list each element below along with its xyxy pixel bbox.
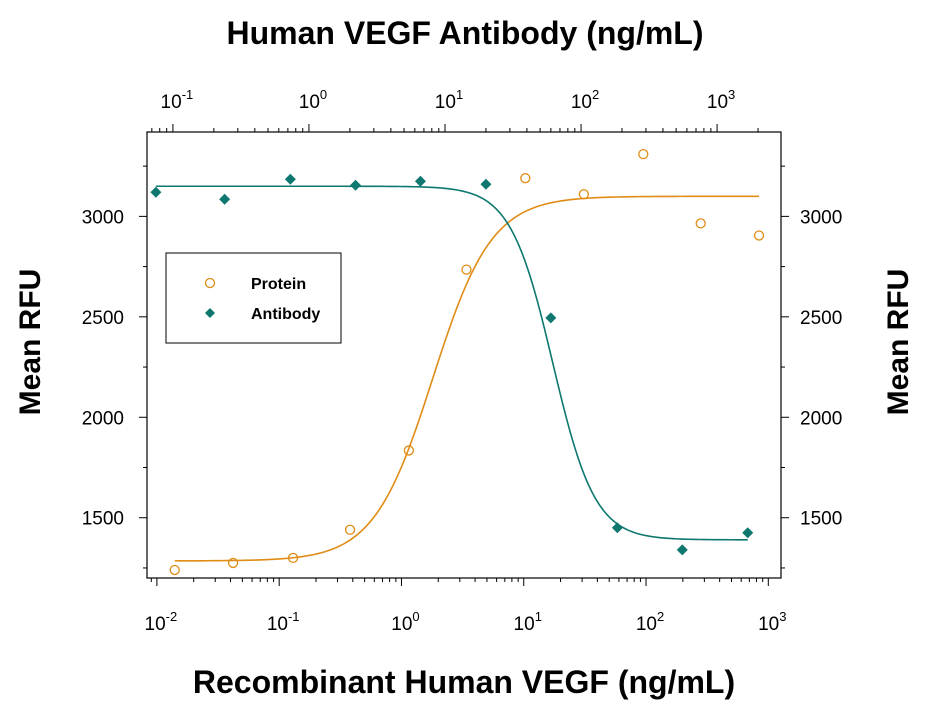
chart-title: Human VEGF Antibody (ng/mL): [227, 15, 704, 51]
protein-data-point: [520, 173, 531, 184]
antibody-data-point: [480, 178, 492, 190]
y-tick-label-left: 2000: [82, 408, 124, 429]
protein-data-point: [227, 557, 239, 569]
y-axis-label-left: Mean RFU: [14, 269, 47, 416]
y-tick-label-left: 3000: [82, 207, 124, 228]
x-top-tick-label: 10-1: [161, 87, 194, 113]
legend-protein-marker: [204, 277, 216, 289]
right-axis-tick-labels: 1500 2000 2500 3000: [800, 207, 842, 529]
x-bottom-tick-label: 10-2: [145, 609, 178, 635]
y-tick-label-right: 1500: [800, 509, 842, 530]
legend: Protein Antibody: [165, 252, 342, 344]
protein-data-point: [753, 230, 765, 241]
bottom-axis-tick-labels: 10-2 10-1 100 101 102 103: [145, 609, 787, 635]
antibody-data-point: [284, 173, 296, 185]
antibody-data-point: [350, 179, 362, 191]
protein-data-point: [403, 445, 415, 456]
antibody-data-point: [676, 544, 688, 556]
legend-protein-label: Protein: [251, 276, 306, 293]
protein-fit-curve: [174, 195, 760, 562]
x-top-tick-label: 101: [435, 87, 463, 113]
y-tick-label-right: 3000: [800, 207, 842, 228]
protein-data-point: [287, 552, 299, 564]
legend-antibody-label: Antibody: [251, 306, 320, 323]
protein-data-point: [461, 264, 472, 275]
x-bottom-tick-label: 10-1: [267, 609, 300, 635]
axis-ticks: [139, 124, 789, 586]
y-tick-label-left: 1500: [82, 509, 124, 530]
protein-data-point: [344, 524, 356, 535]
protein-data-point: [695, 218, 706, 229]
fit-curves: [155, 185, 760, 562]
x-top-tick-label: 103: [707, 87, 735, 113]
x-bottom-tick-label: 101: [514, 609, 542, 635]
antibody-fit-curve: [155, 185, 748, 541]
plot-frame: [146, 131, 782, 579]
legend-antibody-marker: [205, 308, 215, 318]
antibody-data-point: [414, 175, 426, 187]
y-tick-label-right: 2000: [800, 408, 842, 429]
x-top-tick-label: 102: [571, 87, 599, 113]
antibody-data-point: [742, 527, 754, 539]
antibody-data-point: [545, 312, 557, 324]
protein-data-point: [578, 189, 589, 200]
antibody-data-point: [611, 522, 623, 534]
y-tick-label-left: 2500: [82, 308, 124, 329]
y-tick-label-right: 2500: [800, 308, 842, 329]
top-axis-tick-labels: 10-1 100 101 102 103: [161, 87, 736, 113]
protein-data-point: [169, 564, 180, 576]
y-axis-label-right: Mean RFU: [882, 269, 915, 416]
x-axis-label: Recombinant Human VEGF (ng/mL): [193, 664, 735, 700]
x-bottom-tick-label: 102: [636, 609, 664, 635]
left-axis-tick-labels: 1500 2000 2500 3000: [82, 207, 124, 529]
antibody-data-point: [219, 193, 231, 205]
protein-data-point: [638, 148, 649, 160]
x-bottom-tick-label: 103: [758, 609, 786, 635]
x-top-tick-label: 100: [299, 87, 327, 113]
x-bottom-tick-label: 100: [391, 609, 419, 635]
legend-box: [165, 252, 342, 344]
data-points: [150, 148, 765, 576]
antibody-data-point: [150, 186, 162, 198]
